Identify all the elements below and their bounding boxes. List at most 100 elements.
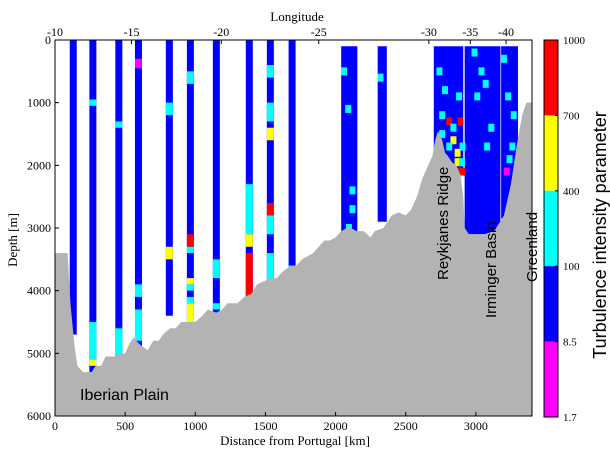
y-tick-label-4: 4000 — [27, 284, 51, 298]
top-tick-label-0: -10 — [47, 25, 63, 39]
cast-8-segment-3 — [266, 202, 274, 216]
cast-3-segment-2 — [134, 309, 142, 341]
cast-5-segment-4 — [186, 284, 194, 291]
cast-8-segment-0 — [266, 65, 274, 78]
section-cell-31 — [506, 155, 513, 164]
section-cell-28 — [500, 54, 507, 63]
colorbar-tick-label-0: 1000 — [563, 35, 586, 47]
section-cell-20 — [439, 130, 446, 138]
section-cell-16 — [457, 117, 464, 126]
cast-1-segment-1 — [89, 322, 97, 360]
cast-4-segment-0 — [165, 102, 173, 116]
colorbar-frame — [543, 39, 559, 418]
section-cell-17 — [446, 142, 453, 151]
colorbar-label: Turbulence intensity parameter — [590, 111, 610, 358]
y-tick-label-0: 0 — [45, 33, 51, 47]
cast-8-segment-2 — [266, 127, 274, 141]
top-tick-label-5: -35 — [462, 25, 478, 39]
cast-5-segment-3 — [186, 278, 194, 285]
cast-2-segment-0 — [115, 121, 123, 128]
cast-2 — [115, 40, 123, 373]
cast-8 — [266, 40, 274, 297]
cast-5-segment-1 — [186, 234, 194, 247]
section-cell-24 — [474, 92, 481, 101]
colorbar-band-1 — [544, 115, 558, 191]
cast-5-segment-6 — [186, 303, 194, 329]
colorbar-tick-label-1: 700 — [563, 110, 580, 122]
section-cell-22 — [471, 48, 478, 57]
section-cell-32 — [503, 167, 510, 176]
section-cell-25 — [482, 79, 489, 88]
colorbar-tick-label-3: 100 — [563, 261, 580, 273]
section-3 — [464, 46, 501, 235]
y-tick-label-2: 2000 — [27, 158, 51, 172]
cast-3-segment-1 — [134, 284, 142, 297]
plot-clip-group — [55, 40, 532, 416]
section-cell-26 — [488, 123, 495, 132]
top-tick-label-3: -25 — [311, 25, 327, 39]
y-tick-label-6: 6000 — [27, 409, 51, 423]
top-tick-label-6: -40 — [498, 25, 514, 39]
x-axis-label: Distance from Portugal [km] — [220, 433, 370, 448]
y-tick-label-1: 1000 — [27, 96, 51, 110]
x-tick-label-3: 1500 — [253, 419, 277, 433]
cast-9 — [288, 40, 296, 285]
x-tick-label-5: 2500 — [394, 419, 418, 433]
annotation-reykjanes-ridge: Reykjanes Ridge — [435, 167, 452, 280]
cast-7-segment-0 — [245, 184, 253, 235]
section-cell-11 — [454, 148, 461, 157]
seafloor — [55, 102, 532, 416]
section-cell-15 — [459, 167, 466, 176]
section-cell-2 — [349, 186, 356, 195]
cast-6-segment-1 — [212, 303, 220, 310]
cast-5-segment-2 — [186, 246, 194, 254]
cast-1-segment-0 — [89, 99, 97, 106]
colorbar-tick-label-5: 1.7 — [563, 412, 577, 424]
colorbar-band-4 — [544, 341, 558, 417]
section-cell-33 — [509, 142, 516, 151]
cast-5-segment-5 — [186, 296, 194, 304]
plot-area — [55, 40, 532, 416]
cast-2-segment-1 — [115, 328, 123, 373]
section-cell-23 — [478, 67, 485, 76]
colorbar-band-3 — [544, 266, 558, 342]
section-cell-7 — [442, 86, 449, 95]
cast-0 — [69, 40, 77, 335]
cast-6 — [212, 40, 220, 319]
cast-5 — [186, 40, 194, 332]
top-tick-label-4: -30 — [421, 25, 437, 39]
section-cell-8 — [446, 117, 453, 126]
y-tick-label-3: 3000 — [27, 221, 51, 235]
colorbar: 1000 700 400 100 8.5 1.7 — [543, 35, 586, 424]
section-cell-12 — [454, 158, 461, 167]
x-tick-label-2: 1000 — [183, 419, 207, 433]
section-cell-30 — [510, 111, 517, 120]
section-cell-5 — [377, 73, 384, 82]
x-tick-label-4: 2000 — [324, 419, 348, 433]
colorbar-band-0 — [544, 40, 558, 116]
section-cell-4 — [349, 205, 356, 214]
cast-1-segment-2 — [89, 359, 97, 366]
cast-7-segment-2 — [245, 253, 253, 310]
section-cell-18 — [439, 111, 446, 120]
section-cell-21 — [459, 142, 466, 151]
cast-3-segment-0 — [134, 58, 142, 69]
cast-7 — [245, 40, 253, 310]
cast-8-segment-5 — [266, 253, 274, 285]
section-cell-19 — [456, 92, 463, 101]
annotation-greenland: Greenland — [524, 212, 541, 282]
y-tick-label-5: 5000 — [27, 346, 51, 360]
cast-5-segment-0 — [186, 71, 194, 84]
cast-8-segment-4 — [266, 215, 274, 235]
y-axis-label: Depth [m] — [5, 213, 20, 267]
cast-3 — [134, 40, 142, 351]
annotation-iberian-plain: Iberian Plain — [80, 387, 169, 404]
section-cell-1 — [345, 104, 352, 113]
cast-4-segment-1 — [165, 246, 173, 260]
axes: 0 500 1000 1500 2000 2500 3000 0 1000 2000 3000 400… — [27, 25, 533, 433]
section-1 — [377, 46, 387, 222]
section-cell-0 — [341, 67, 348, 76]
section-cell-27 — [484, 142, 491, 151]
cast-8-segment-1 — [266, 102, 274, 122]
